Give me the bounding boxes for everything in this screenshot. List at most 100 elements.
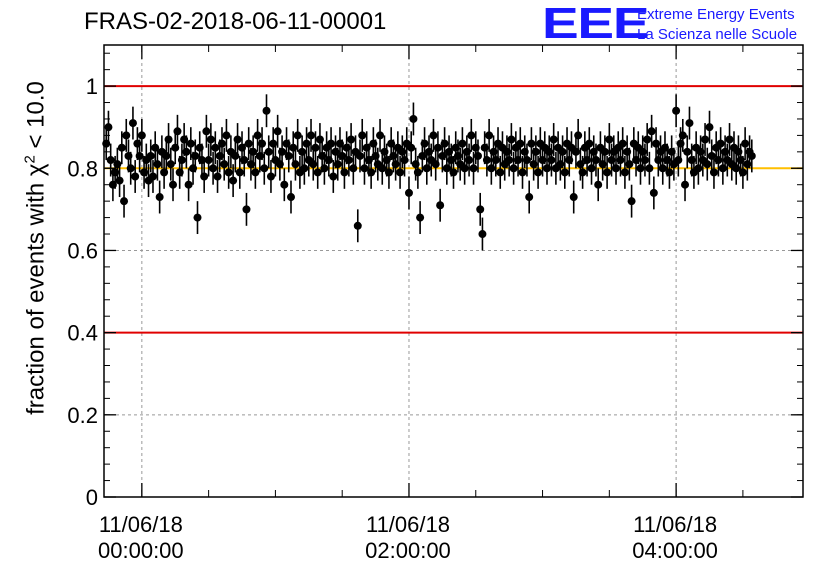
data-point [416,213,425,222]
data-point [433,143,442,152]
axis-ticks [104,45,803,498]
data-point [465,156,474,165]
data-point [547,156,556,165]
data-point [213,172,222,181]
data-point [627,197,636,206]
grid-lines [104,45,803,498]
data-point [747,151,756,160]
data-point [353,221,362,230]
data-point [122,131,131,140]
data-point [280,180,289,189]
data-point [177,156,186,165]
logo-mark: EEE [542,0,650,48]
x-tick-label-date: 11/06/18 [99,512,183,537]
x-tick-label-time: 04:00:00 [632,538,718,563]
data-point [327,139,336,148]
eee-logo: EEE Extreme Energy Events La Scienza nel… [542,2,832,46]
data-point [478,230,487,239]
data-point [278,147,287,156]
logo-line-2: La Scienza nelle Scuole [637,26,798,43]
data-point [681,180,690,189]
data-point [229,176,238,185]
data-point [120,197,129,206]
data-point [625,160,634,169]
data-point [516,139,525,148]
data-point [560,168,569,177]
data-point [264,147,273,156]
data-point [220,160,229,169]
data-point [725,135,734,144]
data-point [558,147,567,156]
data-point [469,164,478,173]
data-point [678,131,687,140]
data-point [709,168,718,177]
data-point [104,123,113,132]
data-point [476,205,485,214]
data-point [407,143,416,152]
data-point [253,131,262,140]
data-point [235,168,244,177]
data-point [505,156,514,165]
y-tick-label: 1 [86,74,98,99]
data-point [135,151,144,160]
data-point [358,131,367,140]
data-point [420,139,429,148]
data-point [300,164,309,173]
data-point [605,135,614,144]
data-point [738,168,747,177]
data-point [549,135,558,144]
data-point [716,139,725,148]
data-point [647,127,656,136]
data-point [741,139,750,148]
data-point [202,127,211,136]
data-point [249,147,258,156]
data-point [273,127,282,136]
data-point [193,213,202,222]
data-series [102,94,756,251]
data-point [436,201,445,210]
data-point [224,168,233,177]
data-point [603,168,612,177]
data-point [482,156,491,165]
data-point [211,143,220,152]
data-point [266,172,275,181]
data-point [600,147,609,156]
data-point [569,193,578,202]
data-point [522,156,531,165]
data-point [440,139,449,148]
data-point [509,164,518,173]
plot-frame [103,44,804,498]
data-point [344,156,353,165]
data-point [531,147,540,156]
data-point [258,139,267,148]
data-point [191,151,200,160]
data-point [222,131,231,140]
data-point [473,151,482,160]
data-point [155,193,164,202]
data-point [173,127,182,136]
data-point [115,176,124,185]
data-point [284,151,293,160]
data-point [518,168,527,177]
data-point [585,139,594,148]
data-point [507,135,516,144]
logo-line-1: Extreme Energy Events [637,6,795,23]
data-point [260,164,269,173]
data-point [527,139,536,148]
data-point [683,147,692,156]
data-point [169,180,178,189]
data-point [618,139,627,148]
x-tick-label-date: 11/06/18 [366,512,450,537]
data-point [233,135,242,144]
data-point [313,168,322,177]
data-point [367,168,376,177]
reference-lines [104,85,803,334]
data-point [131,172,140,181]
data-point [307,131,316,140]
y-tick-label: 0.8 [67,156,98,181]
data-point [665,168,674,177]
data-point [293,131,302,140]
y-tick-label: 0 [86,485,98,510]
data-point [240,156,249,165]
